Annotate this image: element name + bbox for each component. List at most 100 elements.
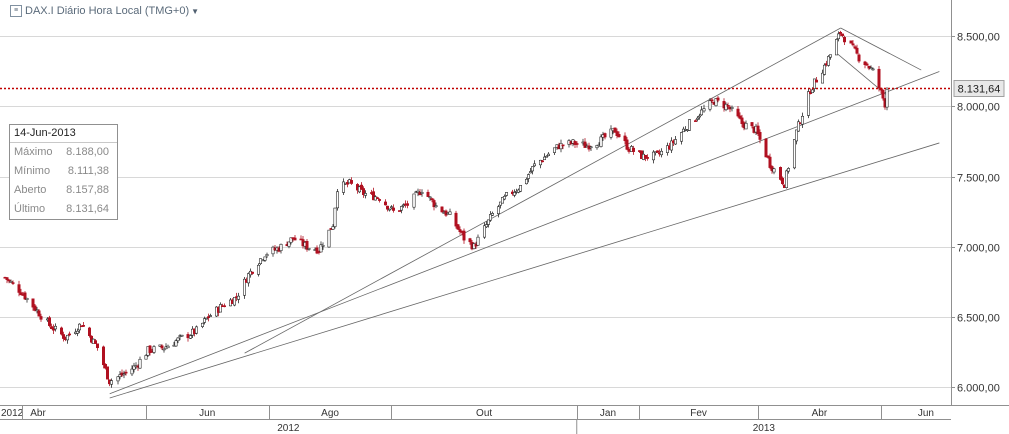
candle-body: [490, 213, 494, 216]
chart-title-bar[interactable]: ≡ DAX.I Diário Hora Local (TMG+0) ▼: [10, 4, 199, 18]
candle-body: [307, 248, 311, 250]
candle-body: [806, 91, 810, 116]
y-tick-label: 6.500,00: [957, 313, 1000, 325]
candle-body: [88, 327, 92, 336]
candlesticks: [3, 30, 889, 388]
candle-body: [736, 108, 740, 117]
candle-body: [573, 141, 577, 145]
candle-body: [583, 141, 587, 148]
info-row-open: Aberto 8.157,88: [10, 181, 117, 200]
candle-body: [812, 78, 816, 89]
x-month-label: Fev: [690, 408, 707, 419]
candle-body: [335, 191, 339, 209]
candle-body: [730, 107, 734, 109]
x-month-label: Jun: [918, 408, 934, 419]
candle-body: [792, 139, 796, 169]
candle-body: [256, 264, 260, 275]
candle-body: [482, 225, 486, 238]
candle-body: [794, 129, 798, 142]
candle-body: [695, 117, 699, 120]
candle-body: [207, 316, 211, 319]
candle-body: [223, 305, 227, 308]
candle-body: [778, 167, 782, 180]
candle-body: [786, 168, 790, 172]
candle-body: [68, 333, 72, 336]
candle-body: [820, 72, 824, 84]
candle-body: [853, 46, 857, 49]
candle-body: [625, 139, 629, 150]
candle-body: [673, 139, 677, 145]
candle-body: [33, 305, 37, 311]
candle-body: [766, 155, 770, 158]
candle-body: [11, 282, 15, 284]
trendlines: [109, 27, 940, 399]
x-year-label: 2012: [277, 423, 300, 434]
info-row-low: Mínimo 8.111,38: [10, 162, 117, 181]
candle-body: [265, 254, 269, 257]
candle-body: [35, 309, 39, 312]
candle-body: [331, 226, 335, 230]
candle-body: [430, 198, 434, 201]
candle-body: [428, 196, 432, 199]
candle-body: [851, 43, 855, 46]
candle-body: [448, 211, 452, 215]
candle-body: [319, 244, 323, 253]
candle-body: [47, 317, 51, 326]
candle-body: [160, 345, 164, 349]
trend-line: [244, 27, 841, 354]
candle-body: [345, 182, 349, 185]
candle-body: [359, 184, 363, 190]
candle-body: [645, 157, 649, 159]
candle-body: [502, 196, 506, 200]
candle-body: [532, 163, 536, 167]
candle-body: [865, 63, 869, 66]
candle-body: [389, 206, 393, 209]
candle-body: [498, 201, 502, 206]
candle-body: [871, 68, 875, 71]
candle-body: [772, 168, 776, 173]
info-value: 8.188,00: [66, 146, 109, 158]
candle-body: [488, 214, 492, 221]
candle-body: [857, 54, 861, 62]
candle-body: [5, 277, 9, 280]
candle-body: [321, 245, 325, 247]
candle-body: [401, 204, 405, 207]
candle-body: [838, 31, 842, 34]
candle-body: [247, 273, 251, 284]
candle-body: [528, 171, 532, 174]
candle-body: [361, 188, 365, 195]
candle-body: [263, 256, 267, 261]
candle-body: [144, 355, 148, 360]
candle-body: [434, 205, 438, 208]
time-axis[interactable]: 2012 Abr Jun Ago Out Jan Fev Abr Jun 2012 2013: [1, 405, 934, 434]
candle-body: [780, 177, 784, 184]
candle-body: [561, 144, 565, 147]
candle-body: [655, 150, 659, 153]
candle-body: [37, 310, 41, 317]
candle-body: [724, 104, 728, 111]
candle-body: [518, 185, 522, 192]
candle-body: [39, 316, 43, 320]
chevron-down-icon[interactable]: ▼: [191, 6, 200, 16]
candle-body: [412, 193, 416, 208]
candle-body: [59, 327, 63, 335]
candle-body: [849, 40, 853, 44]
candle-body: [828, 54, 832, 58]
candle-body: [189, 335, 193, 339]
chart-settings-icon[interactable]: ≡: [10, 5, 22, 17]
candle-body: [544, 155, 548, 158]
candle-body: [426, 191, 430, 197]
candle-body: [399, 206, 403, 211]
candle-body: [251, 271, 255, 274]
candle-body: [327, 229, 331, 248]
candle-body: [842, 37, 846, 43]
ohlc-info-box: 14-Jun-2013 Máximo 8.188,00 Mínimo 8.111…: [9, 124, 118, 220]
price-axis[interactable]: 6.000,00 6.500,00 7.000,00 7.500,00 8.000,00…: [951, 32, 1000, 395]
candle-body: [693, 120, 697, 122]
candle-body: [714, 98, 718, 107]
candle-body: [271, 246, 275, 255]
candle-body: [76, 330, 80, 334]
trend-line: [109, 71, 940, 395]
